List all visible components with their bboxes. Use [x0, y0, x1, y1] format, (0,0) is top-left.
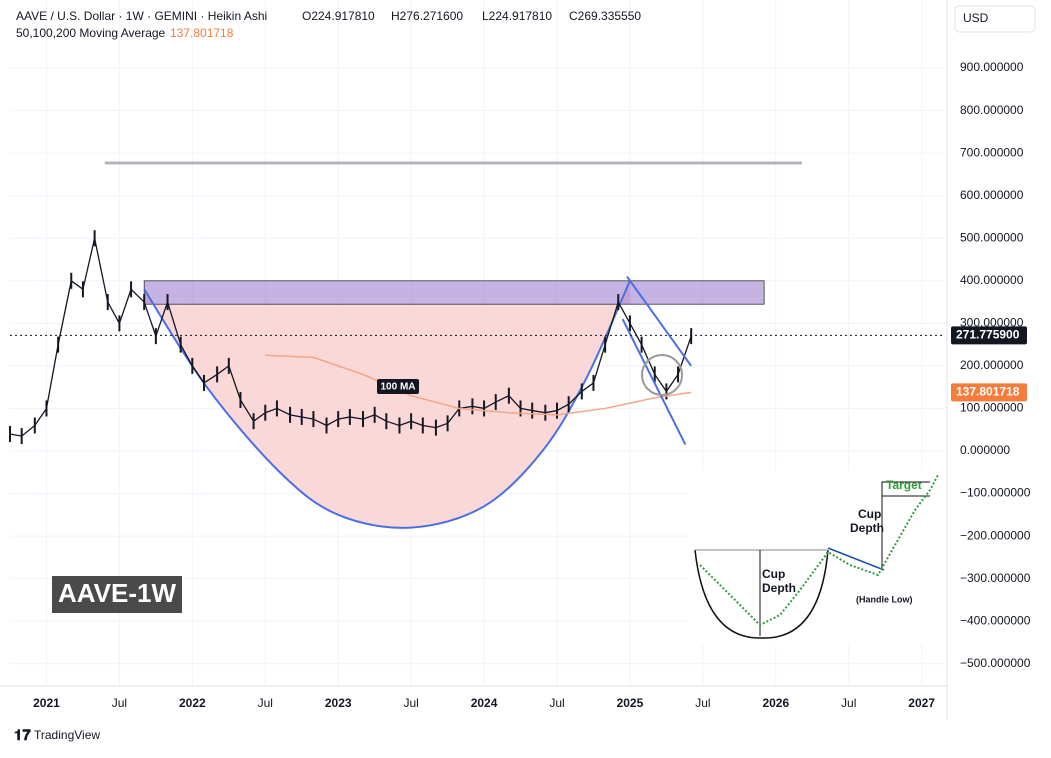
axes: −500.000000 −400.000000 −300.000000 −200.00… [33, 60, 1031, 710]
x-tick-label: Jul [258, 696, 273, 710]
inset-label: Depth [762, 581, 796, 595]
y-tick-label: 200.000000 [960, 358, 1024, 372]
inset-label: (Handle Low) [856, 594, 913, 604]
inset-label: Depth [850, 521, 884, 535]
y-tick-label: 900.000000 [960, 60, 1024, 74]
watermark-box [52, 576, 182, 613]
wedge-line [626, 275, 693, 367]
y-tick-label: 700.000000 [960, 145, 1024, 159]
y-tick-label: 800.000000 [960, 103, 1024, 117]
indicator-value: 137.801718 [170, 26, 234, 40]
currency[interactable]: USD [963, 11, 989, 25]
y-tick-label: −100.000000 [960, 486, 1031, 500]
y-tick-label: 100.000000 [960, 401, 1024, 415]
y-tick-label: −500.000000 [960, 656, 1031, 670]
inset-label: Target [886, 478, 922, 492]
resistance-zone [143, 280, 765, 305]
y-tick-label: 400.000000 [960, 273, 1024, 287]
y-tick-label: −300.000000 [960, 571, 1031, 585]
ohlc-close: C269.335550 [569, 9, 641, 23]
brand: TradingView [34, 728, 100, 742]
last-price-label: 271.775900 [956, 328, 1020, 342]
ohlc-low: L224.917810 [482, 9, 552, 23]
y-tick-label: 500.000000 [960, 230, 1024, 244]
x-tick-label: 2027 [908, 696, 935, 710]
y-tick-label: −400.000000 [960, 613, 1031, 627]
x-tick-label: 2026 [762, 696, 789, 710]
x-tick-label: 2024 [471, 696, 498, 710]
inset-label: Cup [762, 567, 785, 581]
y-tick-label: −200.000000 [960, 528, 1031, 542]
x-tick-label: Jul [695, 696, 710, 710]
x-tick-label: Jul [841, 696, 856, 710]
inset-bg [688, 470, 946, 645]
plot: 100 MA [9, 161, 945, 529]
logo: 𝟏𝟕 [14, 727, 31, 744]
last-price-box [951, 326, 1027, 345]
ohlc-open: O224.917810 [302, 9, 375, 23]
wedge-line [621, 318, 687, 446]
x-tick-label: 2022 [179, 696, 206, 710]
x-tick-label: Jul [549, 696, 564, 710]
y-tick-label: 600.000000 [960, 188, 1024, 202]
cup-fill [144, 280, 630, 528]
ma-price-label: 137.801718 [956, 385, 1020, 399]
ma-label-box [377, 379, 419, 394]
moving-average [265, 354, 692, 416]
indicator: 50,100,200 Moving Average [16, 26, 166, 40]
ohlc-high: H276.271600 [391, 9, 463, 23]
ma-label: 100 MA [380, 382, 415, 393]
x-tick-label: 2025 [617, 696, 644, 710]
inset-label: Cup [858, 507, 881, 521]
watermark: AAVE-1W [58, 578, 176, 608]
inset-handle [827, 547, 885, 571]
inset-cup [694, 549, 829, 639]
y-tick-label: 300.000000 [960, 316, 1024, 330]
highlight-circle [641, 354, 683, 396]
symbol: AAVE / U.S. Dollar · 1W · GEMINI · Heiki… [16, 9, 267, 23]
x-tick-label: Jul [403, 696, 418, 710]
inset-price [699, 474, 939, 627]
x-tick-label: 2021 [33, 696, 60, 710]
ma-price-box [951, 383, 1027, 402]
x-tick-label: 2023 [325, 696, 352, 710]
inset-target [881, 481, 930, 570]
currency-button[interactable] [954, 5, 1036, 33]
x-tick-label: Jul [112, 696, 127, 710]
y-tick-label: 0.000000 [960, 443, 1010, 457]
inset: Cup Depth Cup Depth Target (Handle Low) [688, 470, 946, 645]
